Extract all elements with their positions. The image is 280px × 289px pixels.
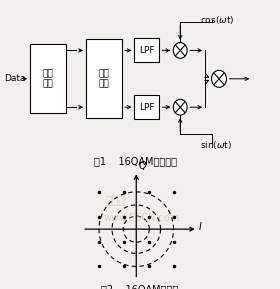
Text: 中电网: 中电网	[106, 196, 126, 206]
Text: Data: Data	[4, 74, 26, 83]
Text: cos($\omega$t): cos($\omega$t)	[200, 14, 234, 27]
Bar	[134, 38, 159, 62]
Circle shape	[173, 99, 187, 115]
Circle shape	[211, 70, 227, 87]
Text: I: I	[199, 222, 201, 232]
Circle shape	[173, 42, 187, 58]
Text: 图1    16QAM原理框图: 图1 16QAM原理框图	[94, 156, 177, 166]
Text: www.EECN.com: www.EECN.com	[104, 213, 180, 223]
Bar	[134, 95, 159, 119]
Bar	[30, 44, 66, 114]
Text: LPF: LPF	[139, 46, 155, 55]
Text: LPF: LPF	[139, 103, 155, 112]
Text: 图2    16QAM星座图: 图2 16QAM星座图	[101, 284, 179, 289]
Text: sin($\omega$t): sin($\omega$t)	[200, 139, 232, 151]
Text: Q: Q	[138, 161, 146, 171]
Bar	[86, 39, 122, 118]
Text: 差分
编码: 差分 编码	[99, 69, 109, 88]
Text: 串并
变换: 串并 变换	[43, 69, 53, 88]
